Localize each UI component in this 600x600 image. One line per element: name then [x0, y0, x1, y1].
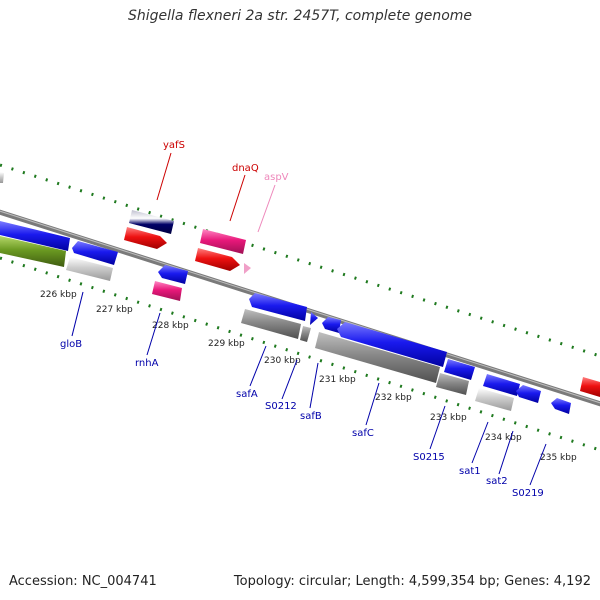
tick-label: 228 kbp	[152, 321, 189, 331]
label-yafS[interactable]: yafS	[163, 140, 185, 151]
gene-safA-blue[interactable]	[249, 293, 307, 321]
label-S0212[interactable]: S0212	[265, 401, 297, 412]
accession-label: Accession: NC_004741	[9, 574, 157, 589]
gene-aspV[interactable]	[244, 263, 251, 274]
gene-rnhA[interactable]	[152, 281, 182, 301]
gene-S0212[interactable]	[300, 326, 311, 342]
leader-dnaQ	[229, 174, 246, 222]
leader-gloB	[71, 291, 84, 337]
leader-S0219	[529, 443, 547, 486]
tick-label: 233 kbp	[430, 413, 467, 423]
genome-info: Topology: circular; Length: 4,599,354 bp…	[233, 574, 591, 589]
gene-dnaQ[interactable]	[200, 229, 246, 254]
gene-red-right[interactable]	[580, 377, 600, 397]
gene-green[interactable]	[0, 236, 66, 267]
tick-label: 227 kbp	[96, 305, 133, 315]
gene-sat2[interactable]	[516, 385, 541, 403]
gene-safB-blue[interactable]	[322, 317, 341, 333]
gene-edge-top[interactable]	[0, 172, 4, 183]
leader-sat2	[498, 430, 514, 475]
gene-yafS[interactable]	[129, 210, 174, 234]
gene-safC-blue[interactable]	[337, 322, 447, 367]
gene-blue-left[interactable]	[0, 221, 70, 251]
leader-aspV	[257, 184, 276, 233]
label-S0215[interactable]: S0215	[413, 452, 445, 463]
scale-labels: 226 kbp 227 kbp 228 kbp 229 kbp 230 kbp …	[40, 290, 577, 463]
gene-blue-rev-a[interactable]	[72, 241, 118, 265]
label-S0219[interactable]: S0219	[512, 488, 544, 499]
leader-sat1	[471, 421, 489, 464]
label-safA[interactable]: safA	[236, 389, 258, 400]
gene-safC[interactable]	[315, 332, 440, 383]
tick-label: 230 kbp	[264, 356, 301, 366]
gene-red-b[interactable]	[195, 248, 240, 271]
gene-safB-arrow[interactable]	[310, 312, 318, 325]
label-sat2[interactable]: sat2	[486, 476, 508, 487]
tick-label: 231 kbp	[319, 375, 356, 385]
tick-label: 232 kbp	[375, 393, 412, 403]
gene-sat1[interactable]	[475, 388, 514, 411]
label-sat1[interactable]: sat1	[459, 466, 481, 477]
leader-rnhA	[146, 312, 161, 356]
gene-S0219[interactable]	[551, 398, 571, 414]
gene-S0215-blue[interactable]	[444, 359, 475, 380]
leader-yafS	[156, 152, 172, 201]
gene-labels[interactable]: yafS dnaQ aspV gloB rnhA safA S0212 safB…	[60, 140, 544, 499]
gene-light-a[interactable]	[66, 257, 113, 281]
leader-S0212	[281, 359, 298, 400]
label-rnhA[interactable]: rnhA	[135, 358, 159, 369]
gene-safA[interactable]	[241, 309, 301, 339]
gene-S0215[interactable]	[436, 373, 469, 395]
label-aspV[interactable]: aspV	[264, 172, 289, 183]
label-safC[interactable]: safC	[352, 428, 374, 439]
leader-lines	[71, 152, 547, 486]
gene-sat1-blue[interactable]	[483, 374, 520, 396]
genome-title: Shigella flexneri 2a str. 2457T, complet…	[127, 8, 473, 24]
gene-rnhA-blue[interactable]	[158, 265, 188, 284]
label-gloB[interactable]: gloB	[60, 339, 82, 350]
leader-safB	[309, 362, 319, 409]
label-dnaQ[interactable]: dnaQ	[232, 163, 259, 174]
leader-S0215	[429, 405, 446, 450]
leader-safC	[365, 382, 380, 426]
leader-safA	[249, 345, 267, 387]
tick-label: 226 kbp	[40, 290, 77, 300]
tick-label: 235 kbp	[540, 453, 577, 463]
tick-label: 229 kbp	[208, 339, 245, 349]
gene-features[interactable]	[0, 172, 600, 414]
label-safB[interactable]: safB	[300, 411, 322, 422]
tick-label: 234 kbp	[485, 433, 522, 443]
gene-red-a[interactable]	[124, 227, 167, 249]
